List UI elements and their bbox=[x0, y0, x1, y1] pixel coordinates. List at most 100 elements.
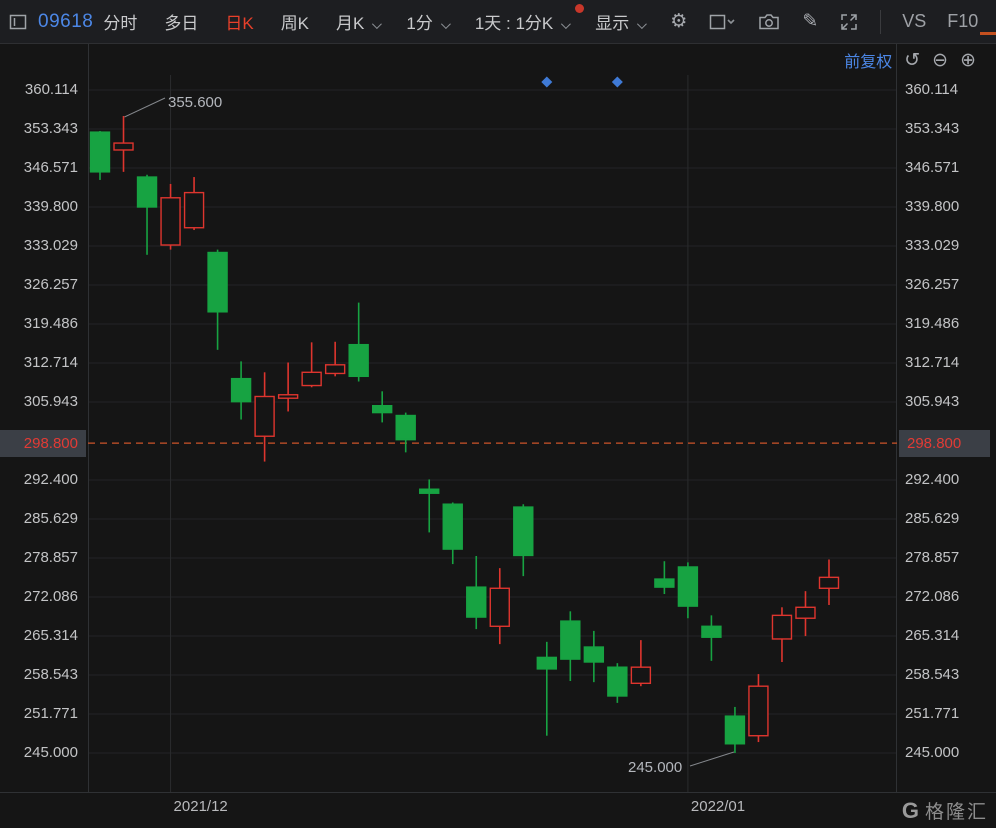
candle-2[interactable] bbox=[136, 174, 158, 255]
candle-24[interactable] bbox=[654, 561, 675, 595]
prev-close-label-left: 298.800 bbox=[0, 429, 86, 457]
candle-8[interactable] bbox=[277, 362, 299, 412]
y-axis-label: 326.257 bbox=[23, 275, 78, 293]
candle-body bbox=[395, 414, 416, 441]
annotation-leader-line bbox=[689, 751, 735, 767]
candle-26[interactable] bbox=[701, 615, 722, 661]
candle-28[interactable] bbox=[748, 674, 769, 743]
candle-body bbox=[442, 503, 463, 550]
candle-18[interactable] bbox=[513, 504, 534, 577]
layout-square-icon[interactable] bbox=[708, 12, 736, 32]
y-axis-label: 258.543 bbox=[23, 665, 78, 683]
period-tabs: 分时 多日 日K 周K 月K 1分 1天 : 1分K 显示 bbox=[103, 4, 648, 34]
y-axis-label: 305.943 bbox=[905, 392, 960, 410]
candle-25[interactable] bbox=[677, 562, 699, 619]
candle-body bbox=[371, 405, 393, 414]
candle-body bbox=[254, 395, 275, 437]
zoom-in-icon[interactable]: ⊕ bbox=[960, 49, 976, 71]
candle-0[interactable] bbox=[89, 130, 111, 180]
candle-body bbox=[419, 488, 440, 494]
candlestick-plot[interactable]: 355.600 245.000 bbox=[88, 44, 897, 792]
y-axis-label: 251.771 bbox=[23, 705, 78, 722]
y-axis-label: 353.343 bbox=[905, 119, 960, 137]
candle-10[interactable] bbox=[324, 341, 346, 377]
settings-gear-icon[interactable]: ⚙ bbox=[670, 11, 688, 32]
candle-body bbox=[324, 364, 346, 375]
candle-16[interactable] bbox=[466, 556, 487, 630]
y-axis-label: 285.629 bbox=[23, 509, 78, 527]
tab-5[interactable]: 1分 bbox=[406, 9, 451, 34]
candle-30[interactable] bbox=[795, 591, 816, 637]
candle-14[interactable] bbox=[419, 479, 440, 533]
candle-body bbox=[466, 586, 487, 618]
candle-20[interactable] bbox=[560, 611, 581, 682]
candle-7[interactable] bbox=[254, 372, 275, 462]
candle-12[interactable] bbox=[371, 391, 393, 423]
camera-icon[interactable] bbox=[757, 12, 781, 32]
y-axis-label: 312.714 bbox=[23, 354, 78, 371]
event-marker-diamond[interactable] bbox=[611, 76, 623, 88]
candle-19[interactable] bbox=[536, 641, 558, 736]
y-axis-label: 346.571 bbox=[905, 159, 960, 176]
adjust-mode-button[interactable]: 前复权 bbox=[844, 54, 893, 71]
y-axis-label: 360.114 bbox=[24, 81, 78, 98]
candle-body bbox=[583, 646, 605, 663]
y-axis-label: 292.400 bbox=[905, 470, 960, 488]
chevron-down-icon bbox=[637, 19, 648, 30]
y-axis-label: 272.086 bbox=[905, 587, 960, 605]
candle-4[interactable] bbox=[183, 177, 205, 231]
chart-toolbar: 09618 分时 多日 日K 周K 月K 1分 1天 : 1分K 显示 ⚙ ✎ VS F bbox=[0, 0, 996, 44]
tab-6[interactable]: 1天 : 1分K bbox=[475, 4, 585, 34]
candle-body bbox=[207, 251, 228, 313]
candle-body bbox=[536, 656, 558, 670]
candle-3[interactable] bbox=[160, 183, 181, 250]
candle-29[interactable] bbox=[771, 607, 793, 662]
pencil-draw-icon[interactable]: ✎ bbox=[802, 11, 819, 32]
candle-17[interactable] bbox=[489, 568, 510, 645]
candle-5[interactable] bbox=[207, 249, 228, 350]
price-annotation: 355.600 bbox=[168, 94, 222, 111]
candle-6[interactable] bbox=[230, 361, 252, 420]
candle-22[interactable] bbox=[607, 663, 628, 703]
tab-0[interactable]: 分时 bbox=[103, 14, 138, 33]
candle-23[interactable] bbox=[630, 640, 652, 687]
chevron-down-icon bbox=[372, 19, 383, 30]
fullscreen-expand-icon[interactable] bbox=[839, 12, 859, 32]
candle-31[interactable] bbox=[818, 559, 840, 605]
candle-body bbox=[89, 131, 111, 173]
sidebar-left-toggle-icon[interactable] bbox=[8, 12, 28, 32]
candle-13[interactable] bbox=[395, 412, 416, 453]
vs-button[interactable]: VS bbox=[902, 11, 927, 31]
stock-code[interactable]: 09618 bbox=[38, 10, 94, 32]
zoom-out-icon[interactable]: ⊖ bbox=[932, 49, 949, 71]
candle-15[interactable] bbox=[442, 502, 463, 565]
tab-4[interactable]: 月K bbox=[336, 9, 383, 34]
y-axis-label: 285.629 bbox=[905, 509, 960, 527]
prev-close-label-right: 298.800 bbox=[899, 429, 990, 457]
chevron-down-icon bbox=[440, 19, 451, 30]
candle-9[interactable] bbox=[301, 342, 322, 388]
y-axis-label: 339.800 bbox=[23, 197, 78, 215]
y-axis-label: 312.714 bbox=[905, 354, 960, 371]
annotation-leader-line bbox=[124, 97, 166, 118]
candle-11[interactable] bbox=[348, 302, 369, 382]
candle-21[interactable] bbox=[583, 630, 605, 683]
candle-body bbox=[348, 343, 369, 378]
y-axis-label: 278.857 bbox=[23, 549, 78, 566]
tab-7[interactable]: 显示 bbox=[595, 9, 648, 34]
candle-1[interactable] bbox=[113, 115, 134, 172]
f10-button[interactable]: F10 bbox=[947, 11, 979, 31]
tab-1[interactable]: 多日 bbox=[164, 14, 199, 33]
undo-icon[interactable]: ↺ bbox=[904, 49, 921, 71]
tab-3[interactable]: 周K bbox=[280, 14, 310, 33]
y-axis-label: 353.343 bbox=[23, 119, 78, 137]
y-axis-label: 333.029 bbox=[23, 236, 78, 254]
candle-body bbox=[113, 142, 134, 151]
gelonghui-logo-text: 格隆汇 bbox=[924, 802, 988, 823]
y-axis-label: 346.571 bbox=[23, 159, 78, 176]
tab-2[interactable]: 日K bbox=[225, 14, 254, 33]
candle-27[interactable] bbox=[724, 706, 746, 753]
event-marker-diamond[interactable] bbox=[541, 76, 553, 88]
candle-body bbox=[701, 625, 722, 638]
candle-body bbox=[795, 606, 816, 619]
